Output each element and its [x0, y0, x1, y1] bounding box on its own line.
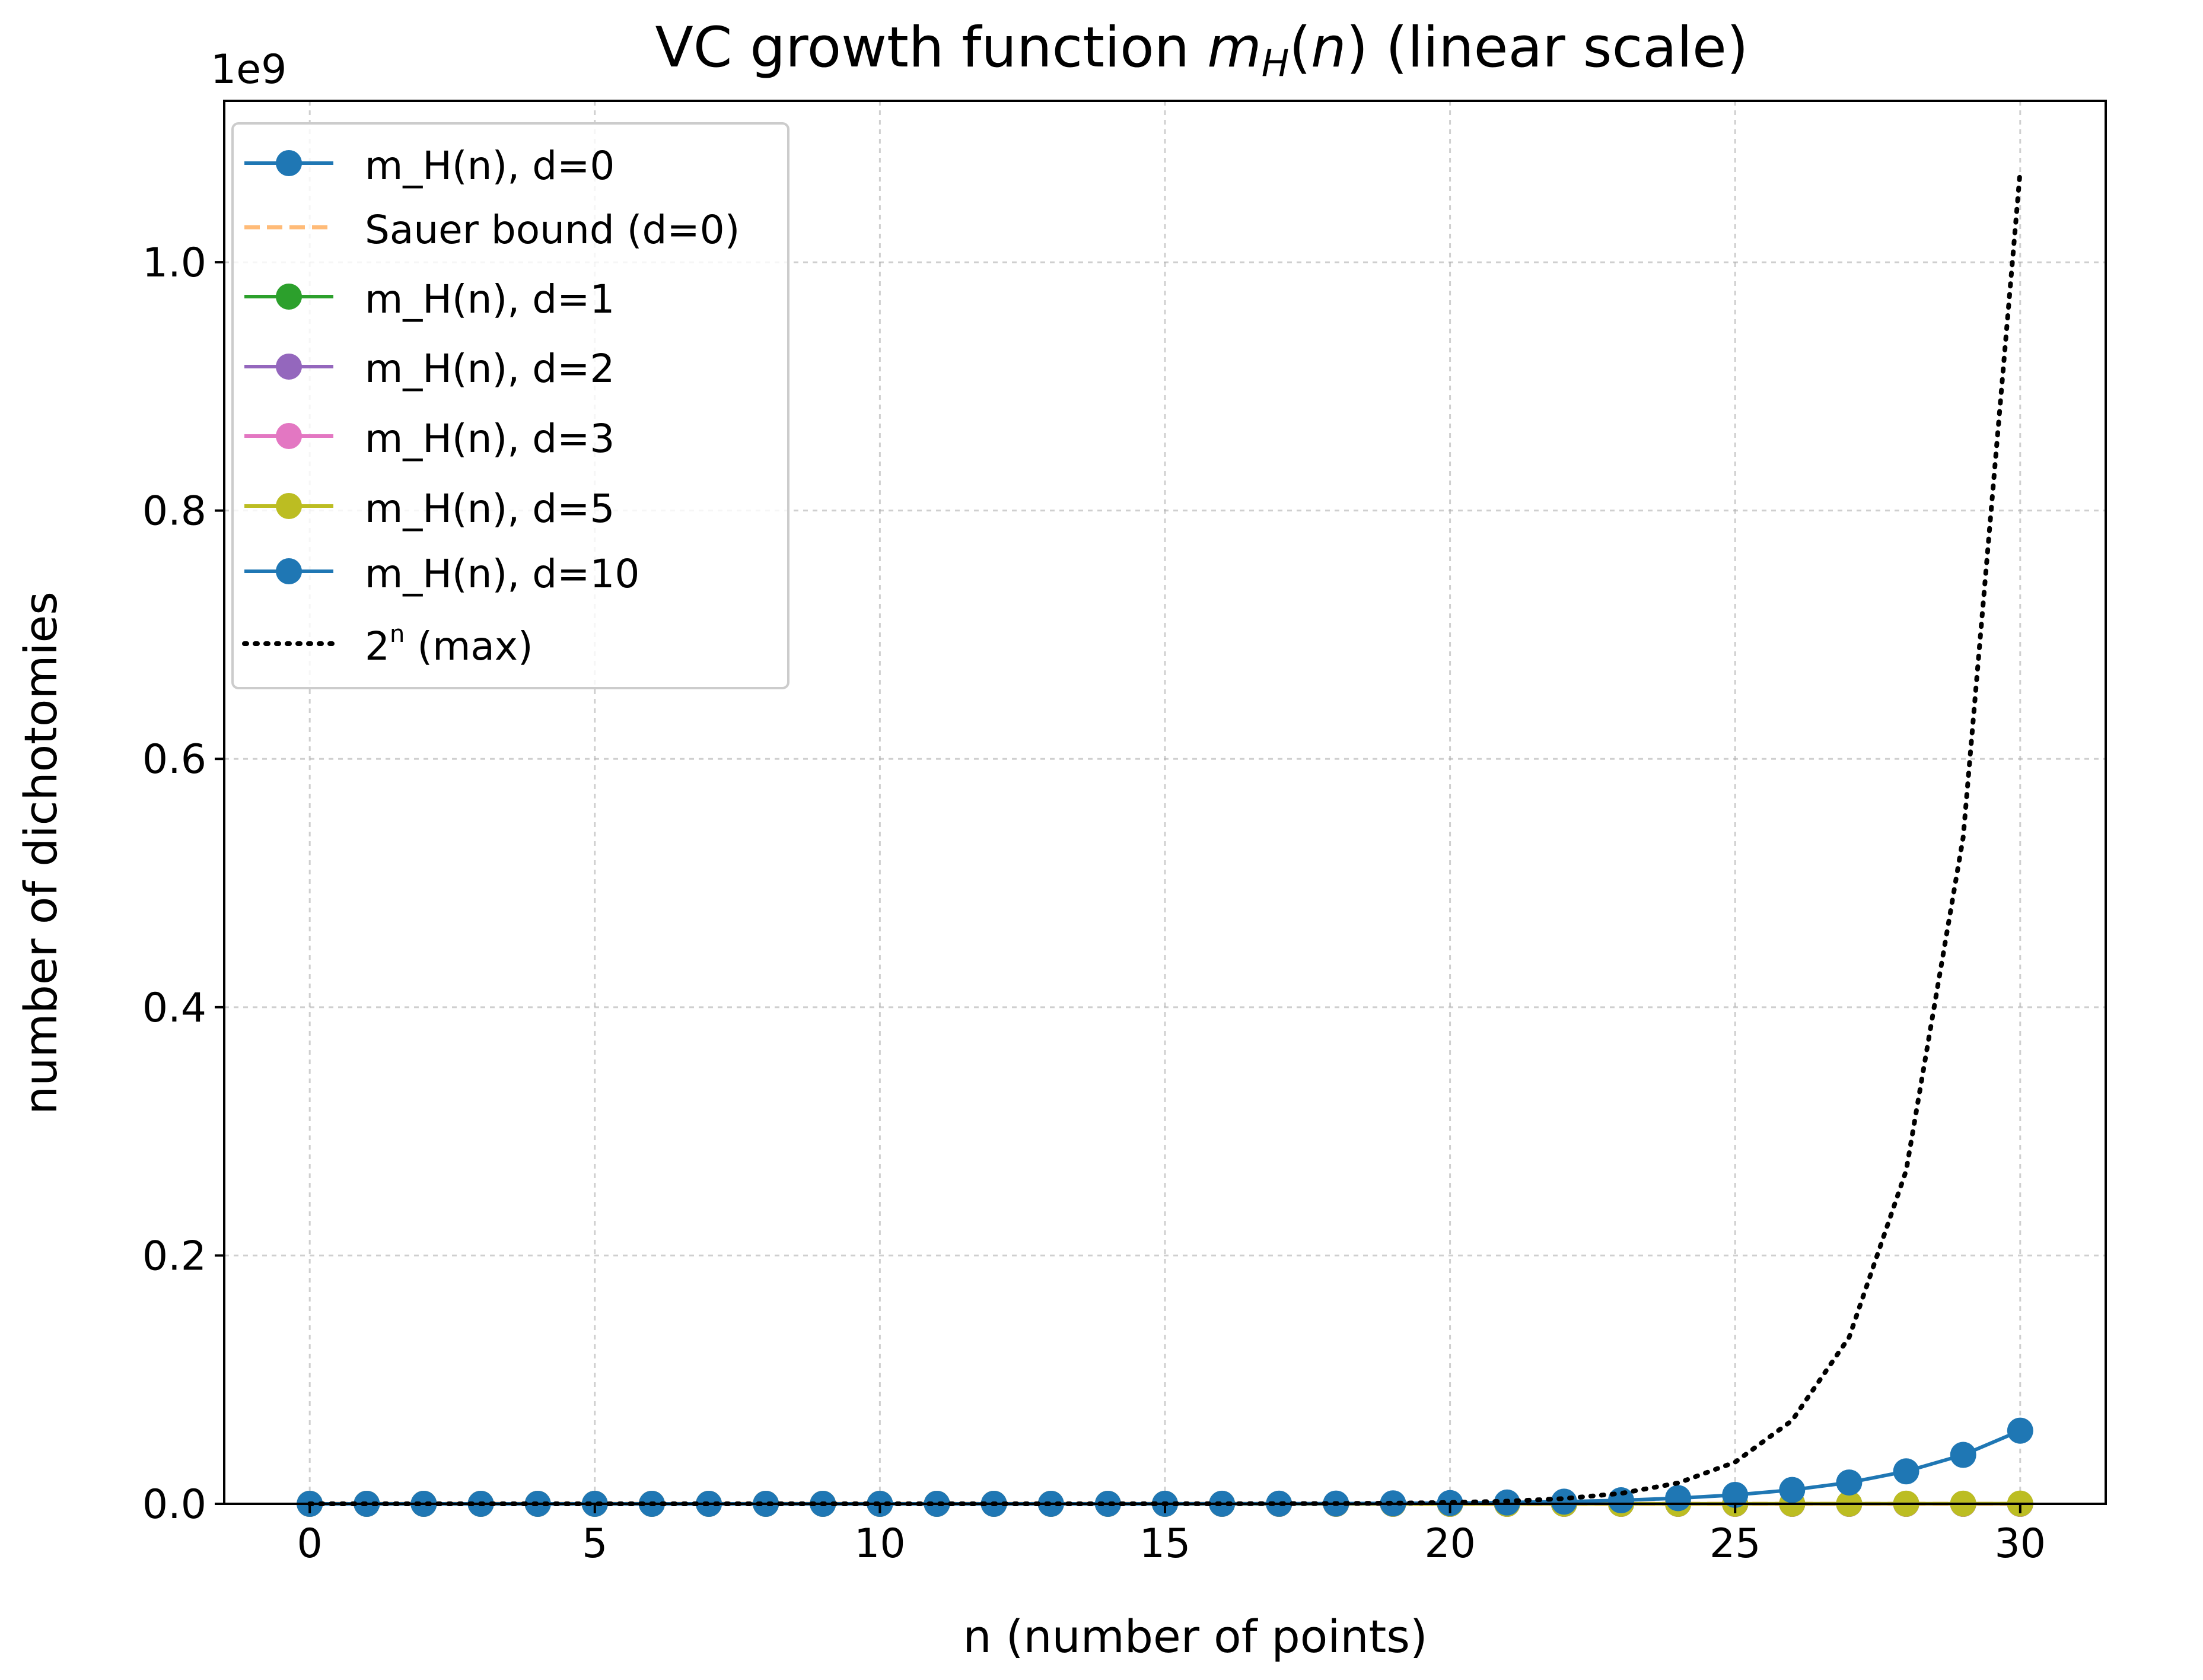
- legend-label-sauer: Sauer bound (d=0): [365, 207, 740, 253]
- legend-handles: [242, 150, 336, 646]
- x-tick-label: 10: [854, 1520, 906, 1567]
- y-tick-label: 0.2: [142, 1233, 206, 1280]
- series-point-m-h-n-d-10: [1779, 1477, 1806, 1503]
- x-tick-label: 5: [582, 1520, 607, 1567]
- grid: [224, 101, 2106, 1505]
- x-tick-label: 0: [297, 1520, 323, 1567]
- series-point-m-h-n-d-10: [1722, 1481, 1749, 1508]
- chart-title: VC growth function mH(n) (linear scale): [655, 15, 1749, 85]
- legend-marker: [276, 423, 302, 449]
- legend-label-d3: m_H(n), d=3: [365, 416, 615, 462]
- series-point-m-h-n-d-10: [1551, 1488, 1577, 1515]
- x-axis-label: n (number of points): [963, 1610, 1427, 1663]
- legend-label-max: 2n (max): [365, 621, 533, 669]
- legend-frame: [231, 122, 789, 689]
- legend-label-d2: m_H(n), d=2: [365, 346, 615, 392]
- legend: m_H(n), d=0 Sauer bound (d=0) m_H(n), d=…: [231, 122, 789, 689]
- y-offset-label: 1e9: [211, 46, 286, 93]
- x-tick-label: 25: [1709, 1520, 1761, 1567]
- legend-label-d0: m_H(n), d=0: [365, 143, 615, 189]
- axis-ticks: 0 5 10 15 20 25 30 0.0 0.2 0.4 0.6 0.8 1.0: [142, 240, 2046, 1567]
- legend-label-d5: m_H(n), d=5: [365, 486, 615, 532]
- series-point-m-h-n-d-10: [1950, 1442, 1976, 1468]
- series-point-m-h-n-d-10: [2007, 1417, 2033, 1444]
- y-tick-label: 0.0: [142, 1481, 206, 1528]
- legend-marker: [276, 150, 302, 176]
- legend-marker: [276, 558, 302, 584]
- y-tick-label: 0.6: [142, 736, 206, 783]
- legend-marker: [276, 354, 302, 380]
- series-point-m-h-n-d-10: [1607, 1487, 1634, 1514]
- y-axis-label: number of dichotomies: [14, 591, 67, 1115]
- legend-marker: [276, 284, 302, 310]
- y-tick-label: 1.0: [142, 240, 206, 287]
- y-tick-label: 0.4: [142, 985, 206, 1032]
- legend-label-d1: m_H(n), d=1: [365, 276, 615, 322]
- y-tick-label: 0.8: [142, 488, 206, 535]
- series-point-m-h-n-d-10: [1893, 1458, 1919, 1485]
- x-tick-label: 20: [1424, 1520, 1476, 1567]
- x-tick-label: 30: [1995, 1520, 2046, 1567]
- series-point-m-h-n-d-10: [1665, 1485, 1692, 1512]
- x-tick-label: 15: [1139, 1520, 1191, 1567]
- legend-marker: [276, 493, 302, 519]
- series-point-m-h-n-d-10: [1836, 1469, 1863, 1496]
- legend-label-d10: m_H(n), d=10: [365, 551, 639, 597]
